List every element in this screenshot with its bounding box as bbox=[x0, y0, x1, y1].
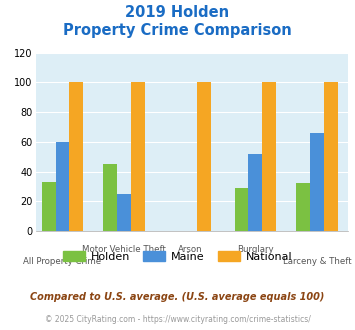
Text: Motor Vehicle Theft: Motor Vehicle Theft bbox=[82, 245, 166, 254]
Bar bbox=[131, 82, 145, 231]
Text: © 2025 CityRating.com - https://www.cityrating.com/crime-statistics/: © 2025 CityRating.com - https://www.city… bbox=[45, 315, 310, 324]
Text: Compared to U.S. average. (U.S. average equals 100): Compared to U.S. average. (U.S. average … bbox=[30, 292, 325, 302]
Text: All Property Crime: All Property Crime bbox=[23, 257, 102, 266]
Bar bbox=[310, 133, 324, 231]
Bar bbox=[324, 82, 338, 231]
Bar bbox=[55, 142, 70, 231]
Text: Property Crime Comparison: Property Crime Comparison bbox=[63, 23, 292, 38]
Bar bbox=[262, 82, 276, 231]
Text: Arson: Arson bbox=[178, 245, 202, 254]
Bar bbox=[70, 82, 83, 231]
Text: Larceny & Theft: Larceny & Theft bbox=[283, 257, 351, 266]
Text: Burglary: Burglary bbox=[237, 245, 274, 254]
Text: 2019 Holden: 2019 Holden bbox=[125, 5, 230, 20]
Bar bbox=[117, 194, 131, 231]
Bar bbox=[42, 182, 55, 231]
Bar bbox=[248, 154, 262, 231]
Bar bbox=[103, 164, 117, 231]
Legend: Holden, Maine, National: Holden, Maine, National bbox=[58, 247, 297, 267]
Bar bbox=[296, 183, 310, 231]
Bar bbox=[235, 188, 248, 231]
Bar bbox=[197, 82, 211, 231]
